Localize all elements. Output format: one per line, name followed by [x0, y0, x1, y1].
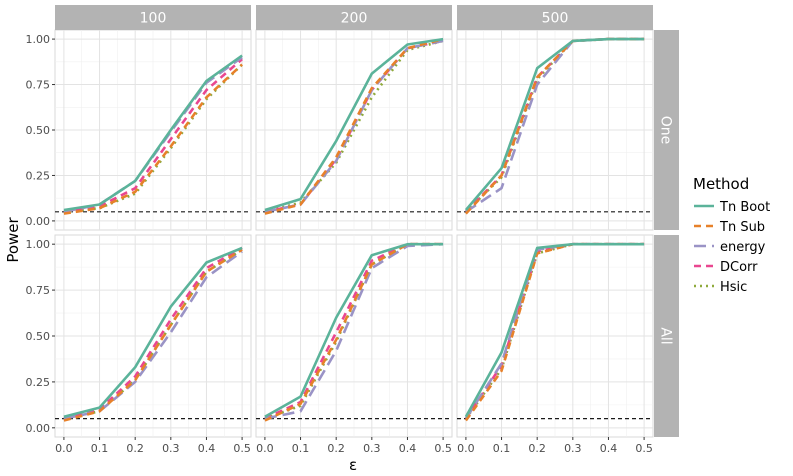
series-line-tn-boot [63, 246, 243, 419]
x-tick-label: 0.3 [363, 442, 381, 455]
y-axis-title: Power [4, 216, 22, 262]
x-tick-label: 0.0 [256, 442, 274, 455]
y-tick-label: 0.00 [26, 215, 51, 228]
x-tick-label: 0.4 [198, 442, 216, 455]
y-tick-label: 0.75 [26, 284, 51, 297]
series-line-tn-boot [264, 37, 444, 212]
row-strip-one [654, 30, 679, 230]
x-tick-label: 0.4 [399, 442, 417, 455]
y-tick-label: 1.00 [26, 33, 51, 46]
legend-label: Hsic [720, 280, 747, 295]
series-line-hsic [264, 242, 444, 420]
legend-title: Method [693, 175, 749, 193]
y-tick-label: 0.25 [26, 376, 51, 389]
x-axis-title: ε [349, 456, 357, 474]
row-strip-all [654, 235, 679, 437]
y-tick-label: 0.00 [26, 422, 51, 435]
series-line-hsic [264, 39, 444, 214]
series-line-tn-sub [63, 248, 243, 422]
legend-entry-hsic: Hsic [694, 280, 747, 295]
legend-entry-tn-boot: Tn Boot [694, 200, 770, 215]
y-tick-label: 0.50 [26, 124, 51, 137]
x-tick-label: 0.5 [635, 442, 653, 455]
series-line-tn-sub [464, 242, 645, 422]
column-strip-label: 200 [341, 11, 368, 27]
x-tick-label: 0.3 [564, 442, 582, 455]
panel-all-200 [255, 234, 453, 438]
column-strip-label: 500 [542, 11, 569, 27]
series-line-dcorr [63, 58, 243, 214]
x-tick-label: 0.2 [528, 442, 546, 455]
x-tick-label: 0.4 [600, 442, 618, 455]
x-tick-label: 0.5 [233, 442, 251, 455]
x-tick-label: 0.5 [434, 442, 452, 455]
legend-label: DCorr [720, 260, 758, 275]
series-line-dcorr [63, 246, 243, 420]
panel-one-200 [255, 29, 453, 231]
series-line-tn-boot [464, 242, 645, 418]
x-tick-label: 0.1 [493, 442, 511, 455]
series-line-energy [63, 250, 243, 420]
legend-label: energy [720, 240, 766, 255]
panel-one-100 [54, 29, 252, 231]
panel-one-500 [456, 29, 654, 231]
legend-entry-energy: energy [694, 240, 766, 255]
legend: Method Tn Boot Tn Sub energy DCorr Hsic [693, 175, 770, 295]
series-line-energy [465, 37, 645, 213]
series-line-tn-sub [464, 37, 645, 215]
x-tick-label: 0.1 [91, 442, 109, 455]
panel-all-100 [54, 234, 252, 438]
legend-entry-tn-sub: Tn Sub [694, 220, 765, 235]
panels-layer [54, 29, 654, 438]
x-tick-label: 0.3 [162, 442, 180, 455]
x-tick-label: 0.1 [292, 442, 310, 455]
y-tick-label: 0.25 [26, 169, 51, 182]
x-tick-label: 0.2 [126, 442, 144, 455]
column-strip-200 [256, 5, 452, 30]
legend-label: Tn Boot [719, 200, 770, 215]
legend-label: Tn Sub [719, 220, 765, 235]
series-line-dcorr [464, 242, 645, 420]
ticks-layer: 0.00 0.25 0.50 0.75 1.00 0.00 0.25 0.50 0.75 1.00… [26, 33, 653, 455]
series-line-tn-boot [264, 242, 444, 418]
y-tick-label: 0.50 [26, 330, 51, 343]
x-tick-label: 0.0 [55, 442, 73, 455]
y-tick-label: 1.00 [26, 238, 51, 251]
panel-all-500 [456, 234, 654, 438]
series-line-tn-boot [63, 54, 243, 212]
series-line-tn-boot [464, 37, 645, 211]
row-strip-label: One [658, 116, 674, 145]
series-line-energy [264, 242, 444, 420]
y-tick-label: 0.75 [26, 79, 51, 92]
column-strip-label: 100 [140, 11, 167, 27]
row-strip-label: All [658, 327, 674, 344]
strips-layer: 100 200 500 One All [55, 5, 679, 437]
x-tick-label: 0.2 [327, 442, 345, 455]
x-tick-label: 0.0 [457, 442, 475, 455]
series-line-tn-sub [264, 37, 444, 215]
series-line-tn-sub [63, 63, 243, 215]
column-strip-500 [457, 5, 653, 30]
legend-entry-dcorr: DCorr [694, 260, 758, 275]
column-strip-100 [55, 5, 251, 30]
